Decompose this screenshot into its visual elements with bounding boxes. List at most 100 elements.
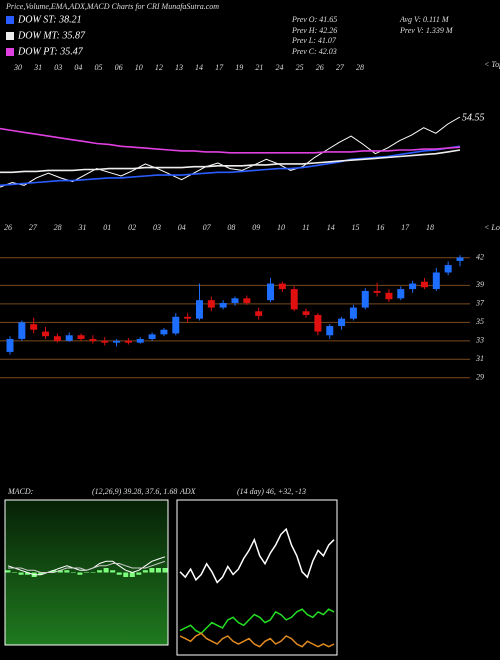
x-tick-label: 18 (426, 223, 434, 232)
histogram-bar (64, 570, 70, 573)
page-title: Price,Volume,EMA,ADX,MACD Charts for CRI… (5, 2, 219, 11)
histogram-bar (116, 572, 122, 575)
y-tick-label: 42 (476, 253, 484, 262)
candle-body (136, 338, 144, 343)
series-line (179, 527, 335, 584)
candle-body (314, 314, 322, 332)
candle-body (148, 334, 156, 339)
series-line (0, 116, 461, 188)
histogram-bar (25, 572, 31, 575)
candle-body (184, 316, 192, 319)
x-tick-label: 02 (128, 223, 136, 232)
legend-swatch (6, 16, 14, 24)
legend-label: DOW ST: 38.21 (17, 14, 82, 25)
y-tick-label: 39 (475, 280, 484, 289)
candle-body (302, 311, 310, 315)
histogram-bar (136, 572, 142, 575)
adx-title: ADX (179, 487, 197, 496)
histogram-bar (77, 572, 83, 575)
x-tick-label: 12 (155, 63, 163, 72)
x-tick-label: 19 (235, 63, 243, 72)
histogram-bar (162, 568, 168, 573)
histogram-bar (90, 572, 96, 573)
candle-body (267, 283, 275, 301)
x-tick-label: 27 (336, 63, 345, 72)
corner-label: < Tops (484, 60, 500, 69)
candle-body (65, 335, 73, 341)
x-tick-label: 03 (153, 223, 161, 232)
x-tick-label: 21 (255, 63, 263, 72)
x-tick-label: 26 (316, 63, 324, 72)
corner-label: < Lows (484, 223, 500, 232)
candle-body (231, 298, 239, 303)
histogram-bar (51, 570, 57, 573)
candle-body (207, 300, 215, 308)
histogram-bar (70, 572, 76, 573)
candle-body (113, 340, 121, 343)
candle-body (444, 265, 452, 273)
x-tick-label: 06 (115, 63, 123, 72)
candle-body (278, 283, 286, 290)
histogram-bar (97, 570, 103, 573)
series-line (0, 127, 461, 154)
x-tick-label: 25 (296, 63, 304, 72)
x-tick-label: 24 (276, 63, 284, 72)
candle-body (53, 336, 61, 341)
x-tick-label: 10 (277, 223, 285, 232)
legend-label: DOW MT: 35.87 (17, 30, 86, 41)
candle-body (18, 322, 26, 339)
candle-body (373, 290, 381, 293)
legend-swatch (6, 32, 14, 40)
legend-swatch (6, 48, 14, 56)
x-tick-label: 26 (4, 223, 12, 232)
candle-body (243, 298, 251, 303)
prev-high: Prev H: 42.26 (291, 26, 337, 35)
y-tick-label: 31 (475, 354, 484, 363)
x-tick-label: 27 (29, 223, 38, 232)
y-tick-label: 37 (475, 299, 485, 308)
candle-body (420, 281, 428, 288)
prev-open: Prev O: 41.65 (291, 15, 337, 24)
x-tick-label: 14 (327, 223, 335, 232)
candle-body (456, 257, 464, 261)
series-line (0, 149, 461, 174)
x-tick-label: 17 (401, 223, 410, 232)
candle-body (361, 290, 369, 308)
x-tick-label: 04 (74, 63, 82, 72)
x-tick-label: 08 (227, 223, 235, 232)
candle-body (124, 340, 132, 343)
adx-subtitle: (14 day) 46, +32, -13 (237, 487, 306, 496)
x-tick-label: 16 (376, 223, 384, 232)
candle-body (385, 292, 393, 300)
candle-body (160, 329, 168, 335)
adx-panel (176, 499, 338, 656)
candle-body (42, 331, 50, 337)
x-tick-label: 03 (54, 63, 62, 72)
histogram-bar (149, 568, 155, 573)
x-tick-label: 31 (77, 223, 86, 232)
candle-body (409, 283, 417, 290)
histogram-bar (129, 572, 135, 577)
histogram-bar (5, 570, 11, 573)
y-tick-label: 29 (476, 373, 484, 382)
y-tick-label: 33 (475, 336, 484, 345)
candle-body (219, 302, 227, 308)
x-tick-label: 31 (33, 63, 42, 72)
histogram-bar (110, 570, 116, 573)
x-tick-label: 07 (203, 223, 212, 232)
candle-body (172, 316, 180, 334)
histogram-bar (18, 572, 24, 575)
candle-body (77, 335, 85, 339)
x-tick-label: 05 (94, 63, 102, 72)
candle-body (89, 338, 97, 341)
macd-title: MACD: (7, 487, 34, 496)
x-tick-label: 28 (356, 63, 364, 72)
x-tick-label: 04 (178, 223, 186, 232)
candle-body (255, 311, 263, 316)
histogram-bar (155, 568, 161, 573)
series-line (179, 608, 335, 635)
legend-label: DOW PT: 35.47 (17, 46, 84, 57)
x-tick-label: 28 (54, 223, 62, 232)
candle-body (338, 318, 346, 327)
